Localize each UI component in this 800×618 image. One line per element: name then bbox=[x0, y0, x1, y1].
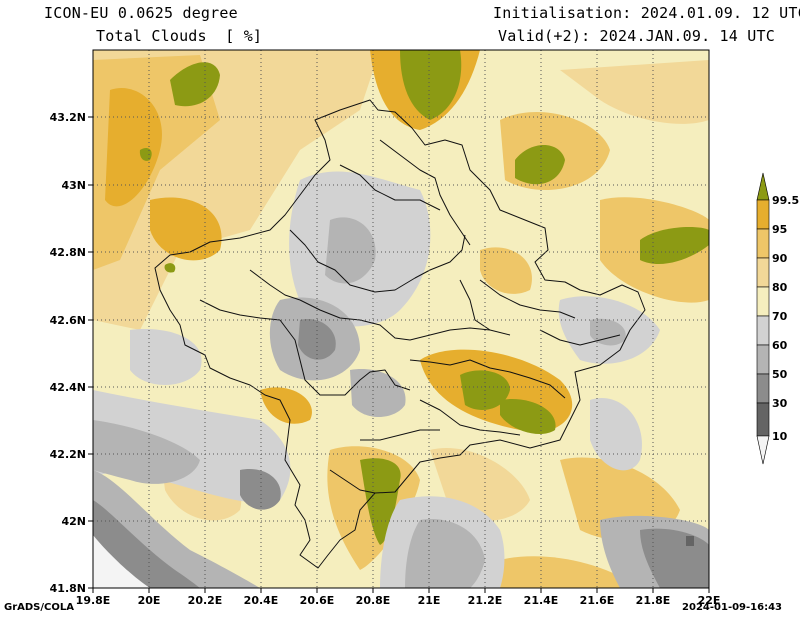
lat-label: 42.6N bbox=[50, 314, 86, 327]
colorbar-bottom-triangle bbox=[756, 435, 770, 465]
lon-label: 20E bbox=[138, 594, 161, 607]
lat-label: 43N bbox=[61, 179, 86, 192]
border-lines bbox=[154, 99, 646, 569]
grid-lines bbox=[93, 50, 709, 588]
map-frame bbox=[92, 49, 710, 589]
colorbar-label: 99.5 bbox=[772, 194, 799, 207]
colorbar-label: 90 bbox=[772, 252, 788, 265]
colorbar-box bbox=[756, 402, 770, 437]
colorbar-label: 50 bbox=[772, 368, 788, 381]
lat-label: 42.8N bbox=[50, 246, 86, 259]
colorbar-box bbox=[756, 199, 770, 230]
colorbar-label: 70 bbox=[772, 310, 788, 323]
lon-label: 22E bbox=[698, 594, 721, 607]
lat-label: 42.4N bbox=[50, 381, 86, 394]
lon-label: 20.8E bbox=[356, 594, 391, 607]
colorbar-label: 60 bbox=[772, 339, 788, 352]
lon-label: 21.8E bbox=[636, 594, 671, 607]
lon-label: 21E bbox=[418, 594, 441, 607]
field-title: Total Clouds [ %] bbox=[96, 27, 263, 45]
lat-label: 43.2N bbox=[50, 111, 86, 124]
lon-label: 21.4E bbox=[524, 594, 559, 607]
colorbar-box bbox=[756, 344, 770, 375]
colorbar-label: 80 bbox=[772, 281, 788, 294]
lat-label: 42N bbox=[61, 515, 86, 528]
colorbar-label: 10 bbox=[772, 430, 788, 443]
model-title: ICON-EU 0.0625 degree bbox=[44, 4, 238, 22]
lon-label: 20.6E bbox=[300, 594, 335, 607]
colorbar-box bbox=[756, 286, 770, 317]
lon-label: 20.2E bbox=[188, 594, 223, 607]
longitude-labels: 19.8E 20E 20.2E 20.4E 20.6E 20.8E 21E 21… bbox=[76, 594, 721, 607]
colorbar-box bbox=[756, 257, 770, 288]
colorbar-top-triangle bbox=[756, 172, 770, 201]
colorbar-label: 95 bbox=[772, 223, 787, 236]
software-credit: GrADS/COLA bbox=[4, 602, 74, 613]
lon-label: 19.8E bbox=[76, 594, 111, 607]
axis-ticks bbox=[88, 116, 710, 593]
lon-label: 20.4E bbox=[244, 594, 279, 607]
colorbar-box bbox=[756, 228, 770, 259]
lat-label: 42.2N bbox=[50, 448, 86, 461]
colorbar-labels: 99.5 95 90 80 70 60 50 30 10 bbox=[772, 194, 799, 443]
lat-label: 41.8N bbox=[50, 582, 86, 595]
valid-time: Valid(+2): 2024.JAN.09. 14 UTC bbox=[498, 27, 775, 45]
latitude-labels: 43.2N 43N 42.8N 42.6N 42.4N 42.2N 42N 41… bbox=[50, 111, 86, 595]
cloud-field bbox=[93, 50, 709, 588]
initialisation-time: Initialisation: 2024.01.09. 12 UTC bbox=[493, 4, 800, 22]
render-timestamp: 2024-01-09-16:43 bbox=[682, 602, 782, 613]
lon-label: 21.2E bbox=[468, 594, 503, 607]
colorbar bbox=[756, 172, 770, 465]
colorbar-label: 30 bbox=[772, 397, 788, 410]
lon-label: 21.6E bbox=[580, 594, 615, 607]
colorbar-box bbox=[756, 315, 770, 346]
colorbar-box bbox=[756, 373, 770, 404]
